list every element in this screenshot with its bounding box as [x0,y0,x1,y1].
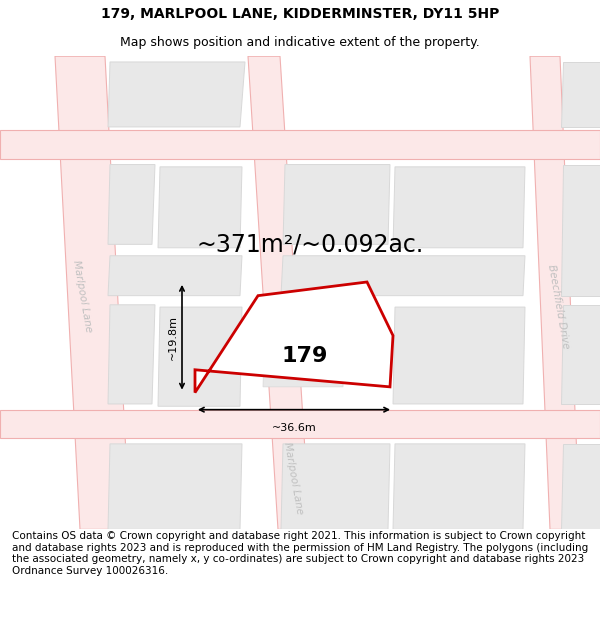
Text: Beechfield Drive: Beechfield Drive [545,264,571,350]
Polygon shape [0,131,600,159]
Polygon shape [561,305,600,404]
Polygon shape [393,307,525,404]
Polygon shape [55,56,130,529]
Polygon shape [0,409,600,438]
Text: 179: 179 [282,346,328,366]
Polygon shape [263,312,345,387]
Text: Contains OS data © Crown copyright and database right 2021. This information is : Contains OS data © Crown copyright and d… [12,531,588,576]
Polygon shape [108,62,245,127]
Text: ~36.6m: ~36.6m [272,423,316,433]
Polygon shape [561,444,600,529]
Text: Map shows position and indicative extent of the property.: Map shows position and indicative extent… [120,36,480,49]
Polygon shape [393,444,525,529]
Polygon shape [248,56,310,529]
Text: ~371m²/~0.092ac.: ~371m²/~0.092ac. [196,232,424,256]
Polygon shape [108,164,155,244]
Polygon shape [195,282,393,392]
Polygon shape [158,167,242,248]
Text: Marlpool Lane: Marlpool Lane [71,259,93,332]
Polygon shape [393,167,525,248]
Polygon shape [108,305,155,404]
Polygon shape [108,256,242,296]
Text: 179, MARLPOOL LANE, KIDDERMINSTER, DY11 5HP: 179, MARLPOOL LANE, KIDDERMINSTER, DY11 … [101,7,499,21]
Polygon shape [281,444,390,529]
Polygon shape [561,62,600,127]
Polygon shape [561,164,600,296]
Text: ~19.8m: ~19.8m [168,315,178,360]
Polygon shape [283,164,390,244]
Polygon shape [108,444,242,529]
Polygon shape [281,256,525,296]
Text: Marlpool Lane: Marlpool Lane [282,441,304,515]
Polygon shape [158,307,242,406]
Polygon shape [530,56,580,529]
